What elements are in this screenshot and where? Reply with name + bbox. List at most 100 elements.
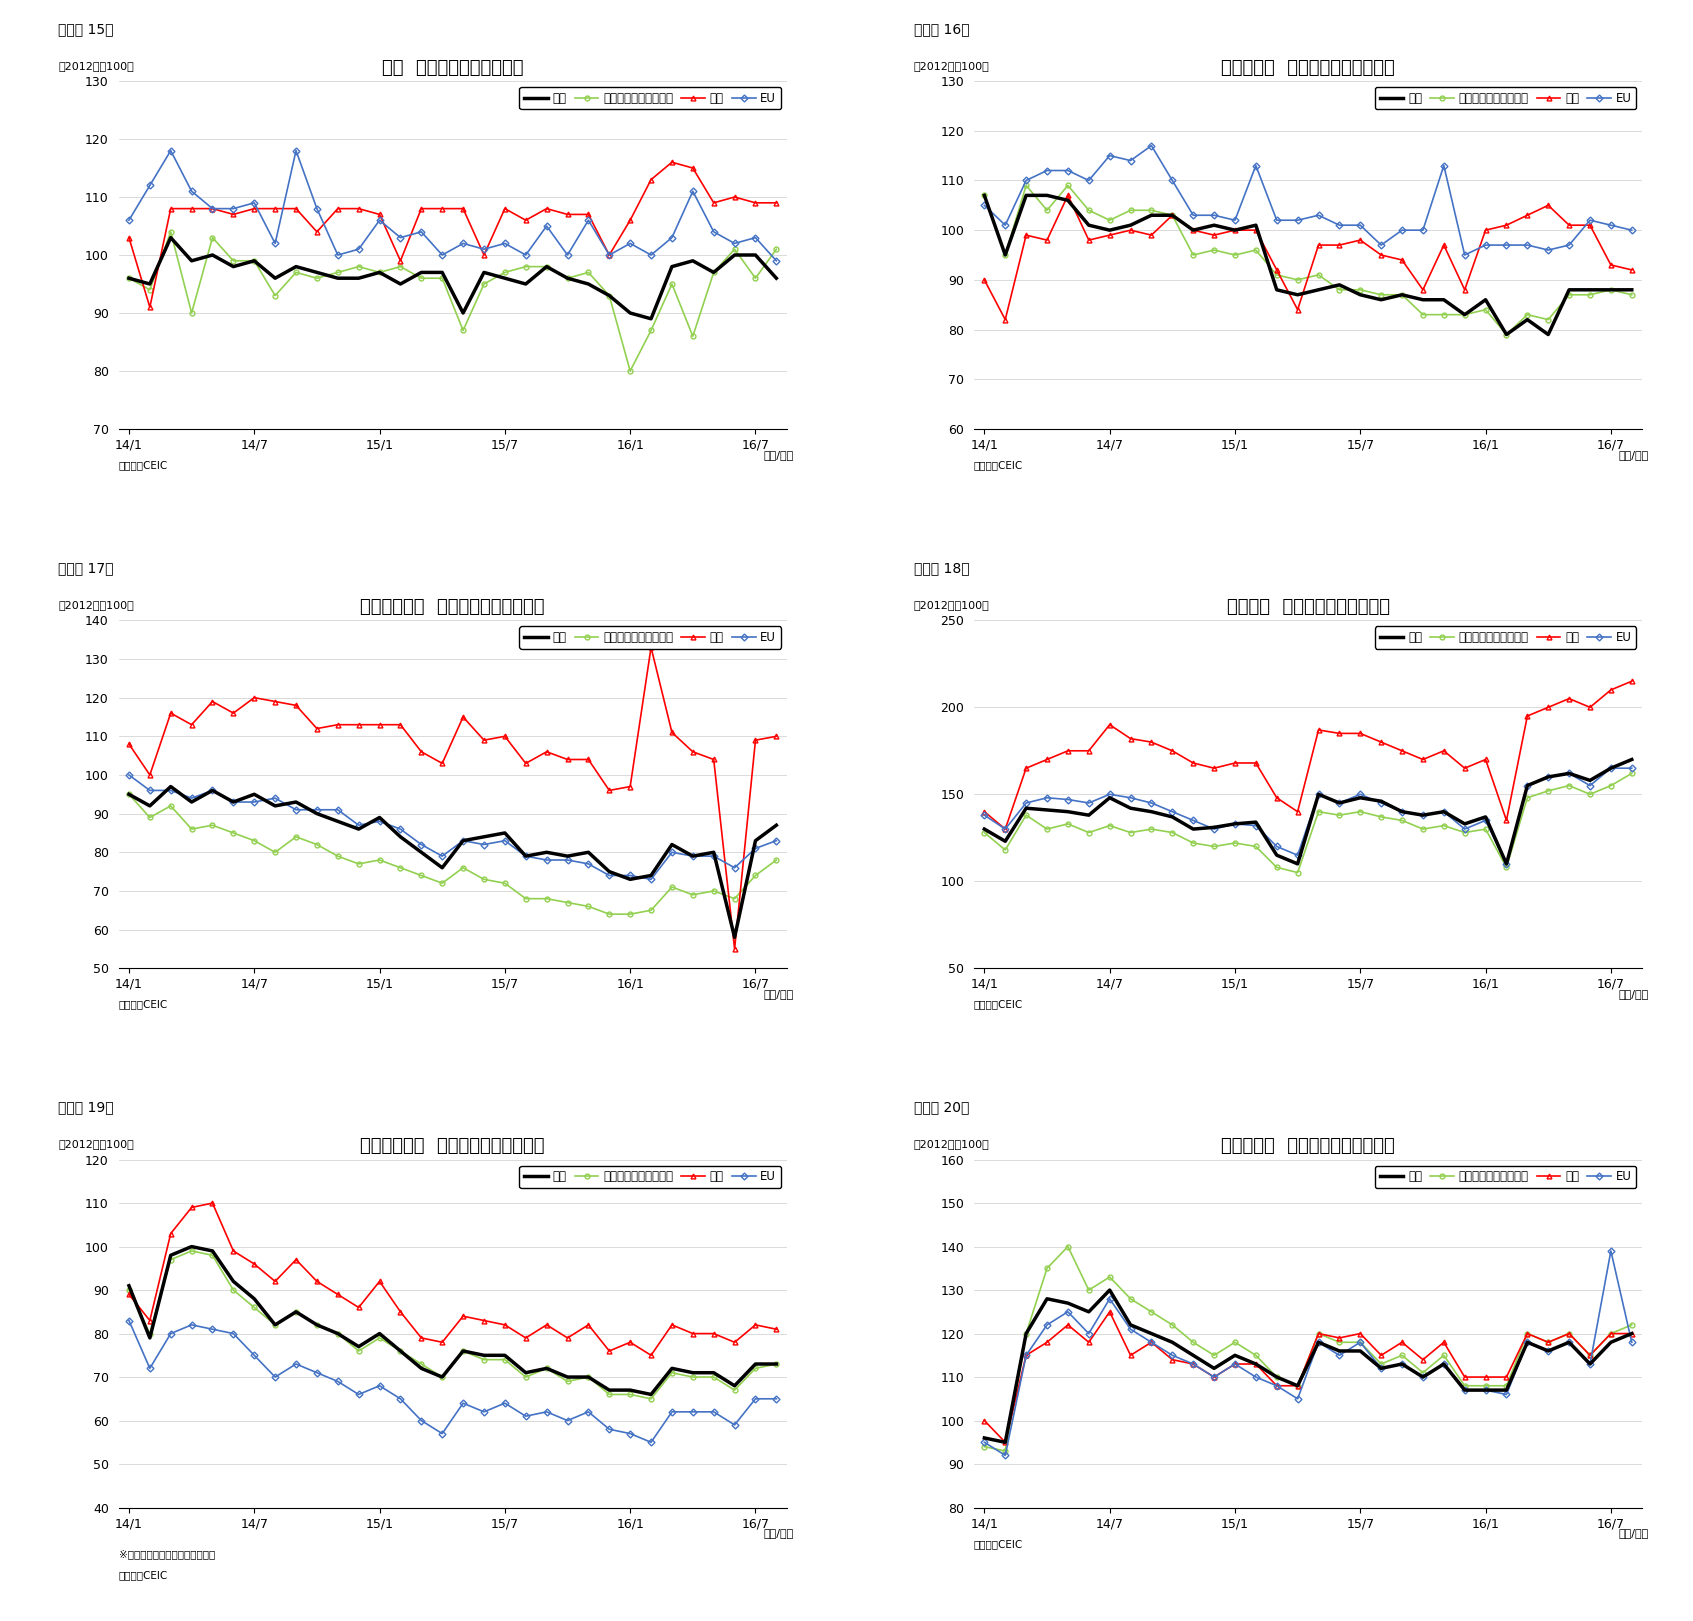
EU <box>662 1402 682 1422</box>
Line: 北米: 北米 <box>982 1310 1634 1444</box>
北米 <box>1121 729 1141 749</box>
EU <box>411 835 432 854</box>
北米 <box>704 1324 725 1344</box>
EU <box>516 846 537 866</box>
EU <box>266 788 286 807</box>
北米 <box>286 199 306 219</box>
輸出 <box>1058 191 1078 211</box>
EU <box>767 1389 787 1409</box>
東アジア・東南アジア <box>141 807 161 827</box>
EU <box>474 240 494 259</box>
北米 <box>973 802 994 822</box>
輸出 <box>391 1341 411 1360</box>
EU <box>704 222 725 242</box>
東アジア・東南アジア <box>266 843 286 862</box>
東アジア・東南アジア <box>767 1354 787 1373</box>
東アジア・東南アジア <box>516 1368 537 1388</box>
Text: （図表 17）: （図表 17） <box>58 561 113 575</box>
輸出 <box>1287 285 1307 305</box>
輸出 <box>1141 206 1161 225</box>
東アジア・東南アジア <box>286 1302 306 1321</box>
輸出 <box>1266 1368 1287 1388</box>
輸出 <box>1559 1332 1580 1352</box>
輸出 <box>599 862 620 882</box>
北米 <box>1204 225 1224 245</box>
東アジア・東南アジア <box>474 274 494 293</box>
輸出 <box>1392 285 1412 305</box>
東アジア・東南アジア <box>1371 1354 1392 1373</box>
北米 <box>369 1271 389 1290</box>
東アジア・東南アジア <box>1266 1368 1287 1388</box>
東アジア・東南アジア <box>244 1298 264 1318</box>
EU <box>1266 836 1287 856</box>
東アジア・東南アジア <box>141 280 161 300</box>
輸出 <box>494 1345 515 1365</box>
東アジア・東南アジア <box>349 854 369 874</box>
EU <box>161 1324 181 1344</box>
輸出 <box>1517 310 1537 329</box>
北米 <box>745 193 765 212</box>
東アジア・東南アジア <box>454 1341 474 1360</box>
北米 <box>1517 206 1537 225</box>
EU <box>1559 763 1580 783</box>
東アジア・東南アジア <box>995 840 1016 859</box>
Legend: 輸出, 東アジア・東南アジア, 北米, EU: 輸出, 東アジア・東南アジア, 北米, EU <box>520 626 780 648</box>
Text: （資料）CEIC: （資料）CEIC <box>119 460 168 470</box>
東アジア・東南アジア <box>306 269 327 289</box>
Line: 東アジア・東南アジア: 東アジア・東南アジア <box>982 1245 1634 1454</box>
北米 <box>244 1255 264 1274</box>
東アジア・東南アジア <box>411 269 432 289</box>
輸出 <box>203 781 223 801</box>
東アジア・東南アジア <box>1454 305 1475 324</box>
輸出 <box>1454 814 1475 833</box>
輸出 <box>1537 1341 1558 1360</box>
東アジア・東南アジア <box>579 1368 599 1388</box>
Text: （年/月）: （年/月） <box>764 1529 794 1538</box>
東アジア・東南アジア <box>1099 1268 1119 1287</box>
東アジア・東南アジア <box>1224 245 1244 264</box>
EU <box>1392 220 1412 240</box>
Text: （2012年＝100）: （2012年＝100） <box>58 1140 134 1149</box>
輸出 <box>1622 1324 1642 1344</box>
EU <box>141 175 161 195</box>
北米 <box>1349 723 1370 742</box>
輸出 <box>141 796 161 815</box>
EU <box>662 229 682 248</box>
北米 <box>1392 741 1412 760</box>
東アジア・東南アジア <box>557 893 577 913</box>
北米 <box>516 754 537 773</box>
北米 <box>1121 1345 1141 1365</box>
北米 <box>1183 220 1204 240</box>
EU <box>244 193 264 212</box>
東アジア・東南アジア <box>494 263 515 282</box>
EU <box>973 1433 994 1452</box>
輸出 <box>1246 1354 1266 1373</box>
EU <box>1559 1332 1580 1352</box>
Text: （年/月）: （年/月） <box>1619 1529 1649 1538</box>
東アジア・東南アジア <box>1412 305 1432 324</box>
輸出 <box>745 1354 765 1373</box>
EU <box>141 1358 161 1378</box>
北米 <box>1392 250 1412 269</box>
北米 <box>642 637 662 657</box>
輸出 <box>286 256 306 276</box>
Title: インドネシア  仕向け地別の輸出動向: インドネシア 仕向け地別の輸出動向 <box>361 598 545 616</box>
北米 <box>1412 751 1432 770</box>
北米 <box>1036 1332 1056 1352</box>
北米 <box>161 199 181 219</box>
輸出 <box>1266 846 1287 866</box>
輸出 <box>704 1363 725 1383</box>
EU <box>1454 819 1475 838</box>
EU <box>474 1402 494 1422</box>
EU <box>537 851 557 870</box>
EU <box>286 801 306 820</box>
EU <box>203 781 223 801</box>
北米 <box>1183 754 1204 773</box>
北米 <box>119 229 139 248</box>
EU <box>328 1371 349 1391</box>
輸出 <box>223 793 244 812</box>
輸出 <box>1580 770 1600 789</box>
EU <box>1246 1368 1266 1388</box>
輸出 <box>1349 1341 1370 1360</box>
輸出 <box>1036 186 1056 206</box>
